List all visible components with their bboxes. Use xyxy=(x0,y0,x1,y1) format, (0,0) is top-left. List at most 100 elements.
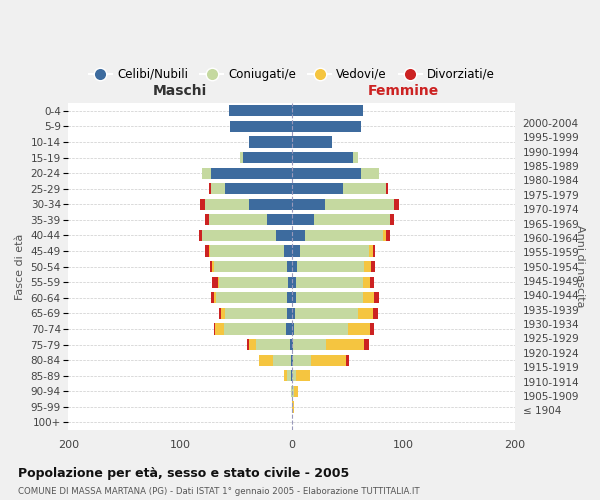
Bar xyxy=(230,121,292,132)
Bar xyxy=(292,121,361,132)
Bar xyxy=(250,339,256,350)
Bar xyxy=(305,230,383,241)
Bar xyxy=(293,339,326,350)
Bar xyxy=(294,386,298,397)
Bar xyxy=(343,183,386,194)
Bar xyxy=(250,198,292,210)
Bar xyxy=(292,354,293,366)
Bar xyxy=(292,183,343,194)
Bar xyxy=(373,246,376,256)
Bar xyxy=(325,198,394,210)
Bar xyxy=(361,168,379,178)
Bar xyxy=(225,308,287,319)
Bar xyxy=(211,292,214,304)
Bar xyxy=(210,261,212,272)
Bar xyxy=(386,230,390,241)
Bar xyxy=(284,370,287,382)
Bar xyxy=(298,261,364,272)
Bar xyxy=(205,198,250,210)
Bar xyxy=(289,276,292,288)
Bar xyxy=(292,152,353,163)
Bar xyxy=(292,168,361,178)
Bar xyxy=(363,276,370,288)
Bar xyxy=(292,105,363,117)
Bar xyxy=(219,276,289,288)
Bar xyxy=(250,136,292,147)
Bar xyxy=(229,105,292,117)
Bar xyxy=(290,386,292,397)
Bar xyxy=(215,324,224,334)
Bar xyxy=(214,261,287,272)
Bar xyxy=(292,308,295,319)
Text: Maschi: Maschi xyxy=(153,84,207,98)
Bar xyxy=(214,324,215,334)
Bar xyxy=(199,230,202,241)
Text: Femmine: Femmine xyxy=(368,84,439,98)
Bar xyxy=(290,354,292,366)
Bar xyxy=(292,324,294,334)
Bar xyxy=(214,292,216,304)
Bar xyxy=(296,292,363,304)
Bar xyxy=(346,354,349,366)
Bar xyxy=(247,339,250,350)
Bar xyxy=(371,261,376,272)
Bar xyxy=(259,354,273,366)
Bar xyxy=(292,214,314,226)
Bar xyxy=(292,292,296,304)
Bar xyxy=(296,276,363,288)
Bar xyxy=(219,308,221,319)
Bar xyxy=(202,168,211,178)
Bar xyxy=(292,370,296,382)
Bar xyxy=(212,276,218,288)
Bar xyxy=(205,246,209,256)
Bar xyxy=(292,198,325,210)
Bar xyxy=(292,276,296,288)
Bar xyxy=(256,339,290,350)
Bar xyxy=(287,261,292,272)
Bar xyxy=(364,261,371,272)
Bar xyxy=(225,183,292,194)
Bar xyxy=(390,214,394,226)
Bar xyxy=(200,198,205,210)
Bar xyxy=(292,246,299,256)
Bar xyxy=(211,183,225,194)
Legend: Celibi/Nubili, Coniugati/e, Vedovi/e, Divorziati/e: Celibi/Nubili, Coniugati/e, Vedovi/e, Di… xyxy=(84,63,500,86)
Bar xyxy=(292,402,294,412)
Bar xyxy=(292,339,293,350)
Y-axis label: Fasce di età: Fasce di età xyxy=(15,234,25,300)
Bar xyxy=(241,152,242,163)
Text: Popolazione per età, sesso e stato civile - 2005: Popolazione per età, sesso e stato civil… xyxy=(18,468,349,480)
Bar xyxy=(286,324,292,334)
Bar xyxy=(292,230,305,241)
Bar xyxy=(209,246,210,256)
Bar xyxy=(267,214,292,226)
Bar xyxy=(276,230,292,241)
Bar xyxy=(299,246,369,256)
Bar xyxy=(287,308,292,319)
Bar xyxy=(370,324,374,334)
Bar xyxy=(292,136,332,147)
Bar xyxy=(363,292,374,304)
Bar xyxy=(211,168,292,178)
Bar xyxy=(292,386,294,397)
Bar xyxy=(358,308,373,319)
Bar xyxy=(373,308,378,319)
Bar xyxy=(314,214,390,226)
Bar xyxy=(216,292,287,304)
Bar xyxy=(287,292,292,304)
Bar xyxy=(386,183,388,194)
Text: COMUNE DI MASSA MARTANA (PG) - Dati ISTAT 1° gennaio 2005 - Elaborazione TUTTITA: COMUNE DI MASSA MARTANA (PG) - Dati ISTA… xyxy=(18,487,419,496)
Bar xyxy=(383,230,386,241)
Bar xyxy=(218,276,219,288)
Bar xyxy=(290,370,292,382)
Bar xyxy=(370,276,374,288)
Bar xyxy=(210,246,284,256)
Bar xyxy=(294,324,347,334)
Y-axis label: Anni di nascita: Anni di nascita xyxy=(575,226,585,308)
Bar xyxy=(364,339,369,350)
Bar xyxy=(212,261,214,272)
Bar xyxy=(369,246,373,256)
Bar xyxy=(292,261,298,272)
Bar xyxy=(209,183,211,194)
Bar xyxy=(205,214,209,226)
